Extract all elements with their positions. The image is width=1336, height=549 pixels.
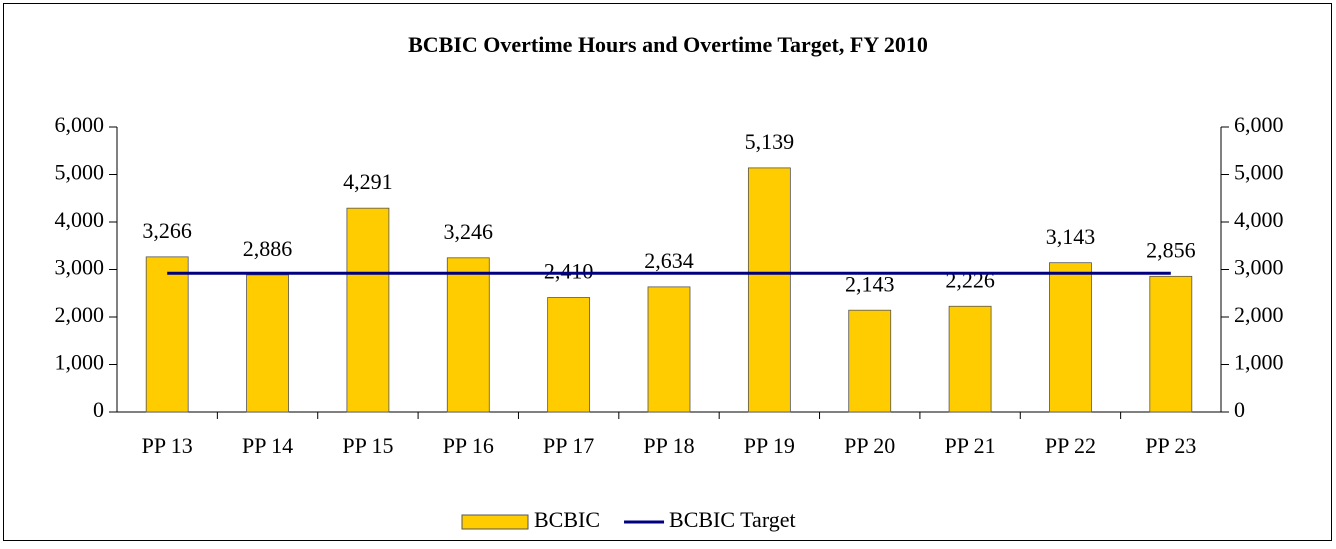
legend-label: BCBIC Target [669,507,796,532]
x-tick-label: PP 23 [1145,433,1196,458]
bar [547,297,591,413]
y2-tick-label: 6,000 [1234,112,1284,137]
x-tick-label: PP 21 [945,433,996,458]
y-tick-label: 3,000 [55,255,105,280]
x-tick-label: PP 22 [1045,433,1096,458]
data-label: 5,139 [745,129,795,154]
y2-tick-label: 4,000 [1234,207,1284,232]
x-tick-label: PP 16 [443,433,494,458]
data-label: 3,143 [1046,224,1096,249]
x-tick-label: PP 17 [543,433,594,458]
bar [246,274,289,413]
data-label: 4,291 [343,169,393,194]
data-label: 2,410 [544,259,594,284]
x-tick-label: PP 18 [643,433,694,458]
x-tick-label: PP 19 [744,433,795,458]
bar [446,257,490,413]
data-label: 2,886 [243,236,293,261]
bar [1049,262,1092,413]
y2-tick-label: 0 [1234,397,1245,422]
bar [948,305,992,413]
y-tick-label: 0 [93,397,104,422]
y2-tick-label: 5,000 [1234,160,1284,185]
chart-title: BCBIC Overtime Hours and Overtime Target… [408,32,928,57]
y-tick-label: 6,000 [55,112,105,137]
y-tick-label: 4,000 [55,207,105,232]
legend-label: BCBIC [534,507,600,532]
bar [848,309,892,413]
x-tick-label: PP 13 [142,433,193,458]
bar [1149,275,1193,413]
x-tick-label: PP 15 [342,433,393,458]
bar [747,167,791,413]
data-label: 3,266 [142,218,192,243]
x-tick-label: PP 20 [844,433,895,458]
data-label: 2,634 [644,248,694,273]
bar [145,256,189,413]
legend-swatch [461,514,529,530]
data-label: 2,856 [1146,237,1196,262]
bar [647,286,691,413]
data-label: 3,246 [444,219,494,244]
data-label: 2,143 [845,271,895,296]
y2-tick-label: 2,000 [1234,302,1284,327]
x-tick-label: PP 14 [242,433,293,458]
y-tick-label: 2,000 [55,302,105,327]
bar [346,207,390,413]
y-tick-label: 1,000 [55,350,105,375]
y2-tick-label: 3,000 [1234,255,1284,280]
y2-tick-label: 1,000 [1234,350,1284,375]
y-tick-label: 5,000 [55,160,105,185]
data-label: 2,226 [945,267,995,292]
